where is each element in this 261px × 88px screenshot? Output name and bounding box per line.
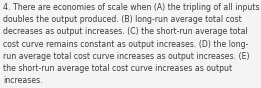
Text: cost curve remains constant as output increases. (D) the long-: cost curve remains constant as output in… xyxy=(3,40,249,48)
Text: decreases as output increases. (C) the short-run average total: decreases as output increases. (C) the s… xyxy=(3,27,248,36)
Text: 4. There are economies of scale when (A) the tripling of all inputs: 4. There are economies of scale when (A)… xyxy=(3,3,260,12)
Text: run average total cost curve increases as output increases. (E): run average total cost curve increases a… xyxy=(3,52,250,61)
Text: doubles the output produced. (B) long-run average total cost: doubles the output produced. (B) long-ru… xyxy=(3,15,242,24)
Text: increases.: increases. xyxy=(3,76,43,85)
Text: the short-run average total cost curve increases as output: the short-run average total cost curve i… xyxy=(3,64,233,73)
